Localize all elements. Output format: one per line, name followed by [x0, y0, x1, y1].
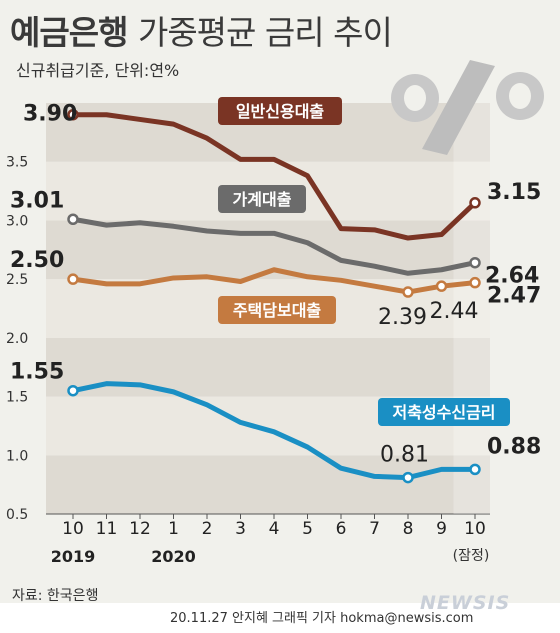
page-title: 예금은행 가중평균 금리 추이	[10, 6, 393, 54]
x-tick-label: 9	[436, 519, 447, 539]
data-point	[67, 108, 79, 121]
x-tick-label: 12	[129, 519, 151, 539]
data-label: 1.55	[10, 360, 64, 385]
data-point	[435, 280, 448, 292]
data-point	[469, 197, 481, 209]
data-label: 0.88	[487, 434, 541, 459]
series-line	[70, 112, 478, 241]
series-tag-box	[218, 97, 342, 125]
x-tick-label: 7	[369, 519, 380, 539]
series-name: 저축성수신금리	[392, 403, 495, 422]
series-name: 주택담보대출	[233, 301, 322, 320]
x-tick-label: 1	[168, 519, 179, 539]
series-tag: 저축성수신금리	[378, 398, 510, 426]
data-label: 0.81	[380, 443, 429, 468]
percent-sign-icon	[391, 60, 544, 155]
y-tick-label: 2.0	[6, 331, 28, 347]
year-label: 2019	[51, 547, 96, 566]
x-tick-label: 11	[96, 519, 118, 539]
series-tag-box	[218, 185, 306, 213]
newsis-logo: NEWSIS	[420, 592, 511, 614]
series-name: 일반신용대출	[236, 102, 325, 121]
data-label: 3.01	[10, 188, 64, 213]
data-point	[402, 471, 414, 484]
x-tick-label: 10	[464, 519, 486, 539]
data-label: 2.39	[378, 305, 427, 330]
series-tag: 일반신용대출	[218, 97, 342, 125]
data-point	[67, 273, 79, 285]
x-tick-label: 8	[403, 519, 414, 539]
footer-bar	[0, 603, 560, 633]
series-line	[70, 216, 478, 276]
x-tick-label: 4	[269, 519, 280, 539]
provisional-note: (잠정)	[453, 548, 490, 564]
source-note: 자료: 한국은행	[12, 588, 99, 604]
data-point	[67, 213, 79, 226]
data-label: 2.64	[485, 264, 539, 289]
y-tick-label: 3.0	[6, 213, 28, 229]
series-tag: 주택담보대출	[218, 296, 336, 324]
grid-band	[46, 455, 490, 514]
title-main: 예금은행	[10, 13, 128, 52]
data-point	[469, 463, 481, 476]
y-tick-label: 1.0	[6, 448, 28, 464]
grid-band	[46, 337, 490, 397]
series-lines	[67, 108, 481, 484]
data-point	[67, 384, 79, 397]
data-point	[469, 276, 481, 289]
data-point	[402, 286, 414, 298]
data-point	[469, 256, 481, 269]
y-tick-label: 3.5	[6, 155, 28, 171]
x-tick-label: 3	[235, 519, 246, 539]
data-label: 2.50	[10, 248, 64, 273]
y-axis: 3.5 3.0 2.5 2.0 1.5 1.0 0.5	[6, 155, 28, 523]
data-label: 3.15	[487, 180, 541, 205]
series-tag-box	[218, 296, 336, 324]
y-tick-label: 1.5	[6, 390, 28, 406]
data-label: 3.90	[23, 102, 77, 127]
series-name: 가계대출	[233, 190, 292, 209]
unit-label: 신규취급기준, 단위:연%	[16, 61, 180, 80]
x-tick-label: 6	[336, 519, 347, 539]
x-tick-label: 2	[202, 519, 213, 539]
provisional-highlight	[453, 102, 490, 515]
data-labels: 3.90 3.15 3.01 2.64 2.50 2.39 2.44 2.47 1.55 0.81…	[10, 102, 541, 468]
y-tick-label: 2.5	[6, 272, 28, 288]
year-label: 2020	[151, 547, 196, 566]
x-tick-label: 10	[62, 519, 84, 539]
y-tick-label: 0.5	[6, 507, 28, 523]
data-label: 2.47	[487, 284, 541, 309]
x-tick-label: 5	[302, 519, 313, 539]
series-tag-box	[378, 398, 510, 426]
series-tag: 가계대출	[218, 185, 306, 213]
title-sub: 가중평균 금리 추이	[137, 13, 393, 52]
credit-line: 20.11.27 안지혜 그래픽 기자 hokma@newsis.com	[170, 611, 474, 626]
data-label: 2.44	[430, 299, 479, 324]
